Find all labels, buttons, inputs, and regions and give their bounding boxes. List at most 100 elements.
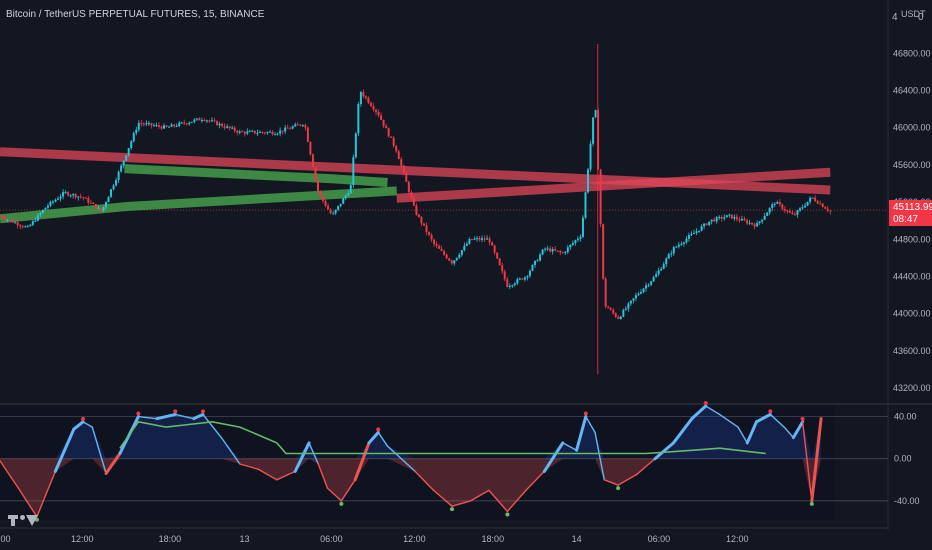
oscillator-top-marker <box>800 416 805 421</box>
currency-unit-label[interactable]: USDT <box>901 9 926 19</box>
candle <box>337 205 340 212</box>
candle <box>87 195 90 205</box>
oscillator-wave-segment <box>469 489 490 502</box>
candle <box>147 120 150 126</box>
candle <box>238 129 241 135</box>
oscillator-wave-segment <box>367 430 380 445</box>
candle <box>465 241 468 247</box>
candle-body <box>362 92 365 97</box>
candle <box>821 203 824 208</box>
candle-body <box>178 122 181 126</box>
oscillator-wave-segment <box>17 487 38 518</box>
candle <box>400 156 403 168</box>
candle <box>228 125 231 131</box>
candle-body <box>97 207 100 209</box>
candle <box>286 124 289 129</box>
candle-body <box>216 121 219 126</box>
candle-body <box>634 295 637 299</box>
candle-body <box>322 195 325 201</box>
oscillator-wave-segment <box>353 441 371 482</box>
candle <box>740 215 743 221</box>
oscillator-top-marker <box>81 416 86 421</box>
candle-body <box>609 308 612 310</box>
candle-body <box>637 293 640 296</box>
candle <box>380 112 383 121</box>
candle <box>435 241 438 249</box>
candle-body <box>337 205 340 210</box>
candle <box>306 126 309 143</box>
candle <box>354 132 357 159</box>
candle-body <box>359 92 362 105</box>
oscillator-top-marker <box>768 409 773 414</box>
candle-body <box>329 209 332 214</box>
candle <box>319 190 322 199</box>
oscillator-wave-segment <box>340 479 356 502</box>
ribbon-green <box>0 186 397 224</box>
candle <box>359 90 362 107</box>
candle <box>92 202 95 205</box>
candle <box>140 119 143 127</box>
oscillator-wave-segment <box>0 460 20 489</box>
candle <box>11 217 14 224</box>
candle-body <box>624 308 627 310</box>
candle-body <box>693 232 696 234</box>
candle-body <box>21 226 24 228</box>
candle <box>798 207 801 213</box>
candle-body <box>539 254 542 261</box>
candle-body <box>463 245 466 251</box>
candle <box>142 122 145 127</box>
candle <box>266 131 269 135</box>
candle-body <box>99 207 102 211</box>
oscillator-wave-segment <box>104 451 122 475</box>
candle-body <box>135 129 138 134</box>
candle <box>791 210 794 215</box>
oscillator-wave-segment <box>386 445 416 473</box>
candle <box>223 123 226 130</box>
candle-body <box>816 201 819 204</box>
candle <box>460 249 463 257</box>
candle-body <box>306 127 309 142</box>
candle-body <box>258 131 261 133</box>
oscillator-wave-segment <box>705 405 721 416</box>
candle-body <box>599 169 602 224</box>
countdown-timer: 08:47 <box>893 214 919 225</box>
candle <box>445 253 448 260</box>
candle-body <box>536 260 539 262</box>
candle-body <box>687 235 690 239</box>
candle-body <box>233 127 236 131</box>
candle-body <box>559 250 562 253</box>
candle <box>700 224 703 232</box>
candle <box>531 264 534 272</box>
candle <box>311 153 314 168</box>
candle-body <box>743 218 746 221</box>
candle-body <box>54 199 57 202</box>
candle <box>579 234 582 242</box>
oscillator-wave-segment <box>202 413 223 439</box>
candle-body <box>339 203 342 206</box>
candle-body <box>198 118 201 121</box>
candle <box>493 244 496 255</box>
candle-body <box>190 121 193 123</box>
candle-body <box>415 205 418 215</box>
candle-body <box>51 201 54 203</box>
tradingview-logo-icon[interactable] <box>8 512 38 526</box>
candle-body <box>433 239 436 245</box>
oscillator-wave-segment <box>155 412 177 421</box>
candle <box>294 122 297 127</box>
candle <box>534 260 537 268</box>
oscillator-tick-label: 0.00 <box>894 454 912 464</box>
candle-body <box>69 195 72 197</box>
candle <box>675 245 678 248</box>
candle-body <box>425 225 428 233</box>
candle <box>334 209 337 215</box>
candle <box>420 215 423 227</box>
candle-body <box>180 122 183 124</box>
candle <box>584 191 587 220</box>
candle-body <box>309 141 312 155</box>
candle-body <box>188 122 191 124</box>
candle <box>395 145 398 153</box>
candle-body <box>301 125 304 127</box>
oscillator-wave-segment <box>575 415 588 452</box>
candle-body <box>650 281 653 285</box>
